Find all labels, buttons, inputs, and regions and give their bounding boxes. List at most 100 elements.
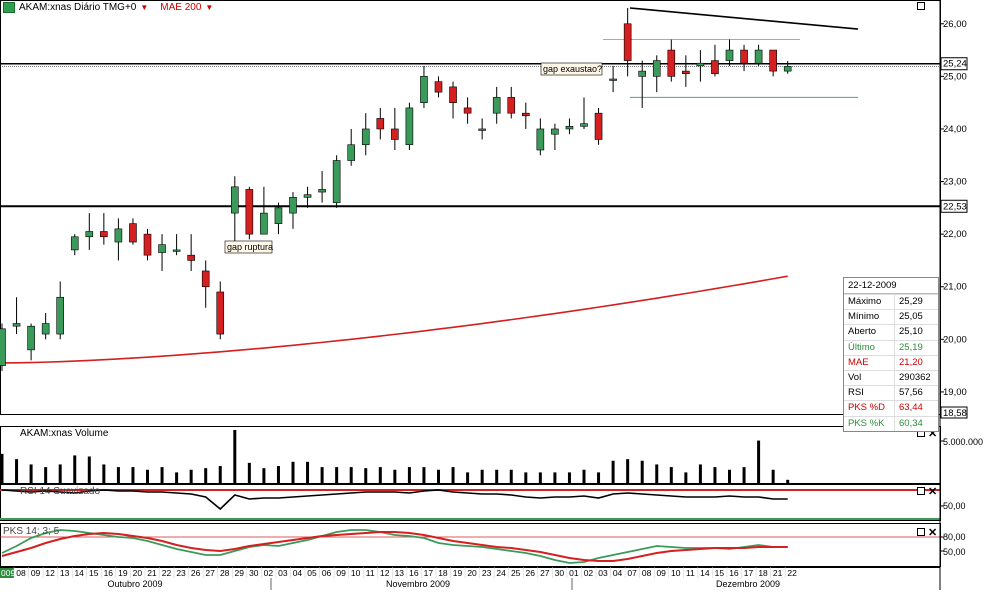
current-price-label: 25,24 [943, 59, 967, 70]
price-tick-label: 20,00 [943, 334, 967, 345]
symbol-icon[interactable] [3, 2, 15, 13]
info-value: 25,29 [894, 295, 938, 310]
pks-k-line [1, 529, 788, 564]
volume-bar [582, 469, 586, 483]
gap-ruptura-label: gap ruptura [227, 242, 273, 252]
volume-bar [437, 469, 440, 483]
day-label: 14 [74, 568, 84, 578]
time-left-marker-box [0, 568, 14, 578]
day-label: 05 [307, 568, 317, 578]
pks-pane-frame [0, 523, 941, 567]
candle-body [391, 128, 399, 140]
day-label: 09 [31, 568, 41, 578]
info-row: Mínimo 25,05 [844, 309, 938, 325]
candle-body [216, 291, 225, 335]
candle-body [609, 78, 617, 81]
info-value: 25,19 [894, 340, 938, 355]
day-label: 17 [424, 568, 434, 578]
candle-body [594, 112, 603, 140]
volume-bar [786, 479, 790, 483]
info-value: 63,44 [894, 401, 938, 416]
day-label: 02 [584, 568, 594, 578]
day-label: 13 [395, 568, 405, 578]
candle-body [565, 126, 574, 130]
info-value: 290362 [894, 370, 938, 386]
info-label: PKS %K [848, 417, 885, 429]
indicator-dropdown-icon[interactable]: ▼ [205, 3, 214, 12]
day-label: 22 [162, 568, 172, 578]
day-label: 30 [249, 568, 259, 578]
price-tick-label: 25,00 [943, 71, 967, 82]
volume-bar [15, 459, 19, 483]
volume-bar [742, 467, 746, 483]
day-label: 06 [322, 568, 332, 578]
time-left-marker: 009 [1, 568, 15, 578]
day-label: 28 [220, 568, 230, 578]
volume-bar [451, 467, 455, 483]
day-label: 20 [133, 568, 143, 578]
volume-bar [553, 472, 557, 483]
day-label: 25 [511, 568, 521, 578]
volume-pane-title: AKAM:xnas Volume [20, 428, 109, 439]
info-label: RSI [848, 387, 864, 399]
candle-body [85, 231, 94, 238]
day-label: 16 [409, 568, 419, 578]
volume-bar [698, 464, 702, 483]
volume-bar [713, 467, 717, 483]
candle-body [754, 49, 763, 64]
day-label: 19 [453, 568, 463, 578]
candle-body [129, 223, 137, 243]
volume-tick-label: 5.000.000 [943, 437, 983, 447]
gap-ruptura-box [224, 240, 273, 254]
rsi-maximize-icon[interactable] [917, 487, 925, 495]
day-label: 29 [235, 568, 245, 578]
candle-body [449, 86, 457, 103]
volume-bar [349, 467, 353, 483]
volume-bar [73, 455, 77, 483]
bottom-price-label: 18,58 [943, 408, 967, 419]
dropdown-arrow-icon[interactable]: ▼ [140, 3, 149, 12]
info-label: Vol [848, 371, 862, 383]
day-label: 18 [438, 568, 448, 578]
day-label: 20 [467, 568, 477, 578]
candle-body [0, 328, 6, 366]
info-row: MAE 21,20 [844, 354, 938, 370]
rsi-close-icon[interactable]: ✕ [928, 486, 938, 498]
candle-body [318, 189, 326, 193]
indicator-label[interactable]: MAE 200 [160, 2, 202, 13]
candle-body [420, 76, 428, 103]
day-label: 09 [656, 568, 666, 578]
volume-bar [116, 467, 120, 483]
volume-bar [131, 467, 135, 483]
info-row: Aberto 25,10 [844, 324, 938, 340]
candle-body [172, 249, 181, 252]
volume-bar [335, 467, 339, 483]
pks-maximize-icon[interactable] [917, 528, 925, 536]
volume-bar [29, 464, 33, 483]
candle-body [521, 112, 530, 117]
volume-bar [407, 467, 411, 483]
resistance-trendline [629, 7, 859, 30]
candle-body [667, 49, 676, 77]
day-label: 18 [758, 568, 768, 578]
symbol-title[interactable]: AKAM:xnas Diário TMG+0 [19, 2, 137, 13]
day-label: 11 [686, 568, 695, 578]
volume-bar [160, 467, 164, 483]
candle-body [12, 323, 21, 327]
volume-bar [422, 467, 426, 483]
maximize-icon[interactable] [917, 2, 925, 10]
volume-bar [655, 464, 659, 483]
volume-bar [44, 467, 48, 483]
candle-body [143, 233, 152, 256]
candle-body [507, 97, 516, 114]
day-label: 08 [642, 568, 652, 578]
volume-bar [204, 468, 208, 483]
volume-close-icon[interactable]: ✕ [928, 428, 938, 440]
pks-d-line [1, 531, 788, 562]
pks-close-icon[interactable]: ✕ [928, 527, 938, 539]
volume-bar [611, 460, 615, 483]
day-label: 27 [540, 568, 550, 578]
volume-bar [495, 469, 499, 483]
day-label: 17 [744, 568, 754, 578]
candle-body [158, 244, 166, 253]
